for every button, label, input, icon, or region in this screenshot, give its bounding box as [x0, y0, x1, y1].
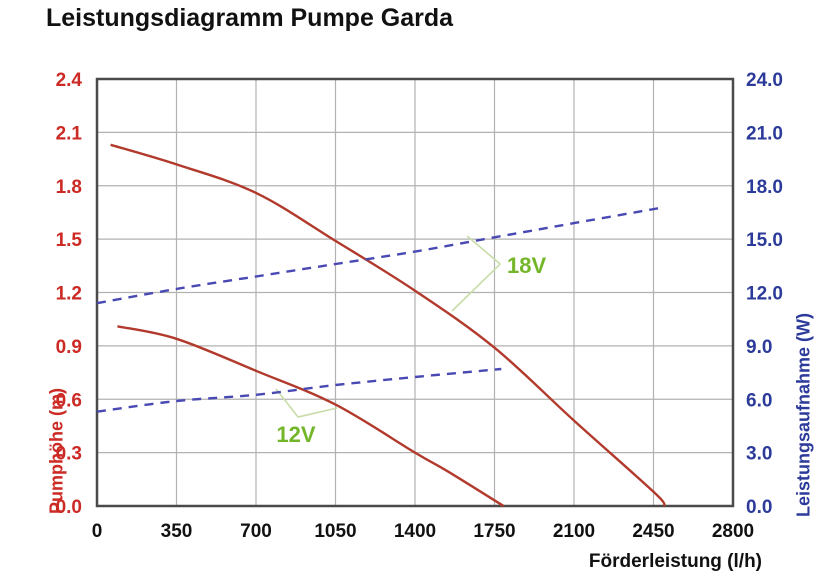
y-right-tick-label: 21.0	[746, 123, 783, 144]
x-tick-label: 1750	[473, 521, 515, 542]
y-right-tick-label: 3.0	[746, 444, 772, 465]
y-left-tick-label: 1.2	[56, 284, 82, 305]
x-axis-title: Förderleistung (l/h)	[588, 551, 762, 572]
annotation-label-12v: 12V	[276, 422, 315, 447]
x-tick-label: 0	[92, 521, 103, 542]
y-axis-title-left: Pumphöhe (m)	[46, 388, 67, 514]
y-right-tick-label: 18.0	[746, 177, 783, 198]
x-tick-label: 1400	[394, 521, 436, 542]
y-right-tick-label: 6.0	[746, 390, 772, 411]
annotation-leader-line	[451, 263, 501, 312]
series-pumph-he-12v	[117, 325, 505, 508]
x-tick-label: 2800	[712, 521, 754, 542]
x-tick-label: 700	[240, 521, 272, 542]
annotation-leader-line	[466, 235, 501, 265]
x-tick-label: 350	[161, 521, 193, 542]
y-left-tick-label: 1.5	[56, 230, 83, 251]
series-pumph-he-18v	[110, 143, 666, 507]
y-right-tick-label: 0.0	[746, 497, 772, 518]
annotation-leader-line	[275, 388, 299, 418]
x-tick-label: 1050	[314, 521, 356, 542]
series-leistungsaufnahme-12v	[96, 367, 502, 413]
y-left-tick-label: 0.9	[56, 337, 82, 358]
y-left-tick-label: 0.6	[56, 390, 82, 411]
y-left-tick-label: 2.4	[56, 70, 83, 91]
annotation-label-18v: 18V	[507, 253, 546, 278]
series-leistungsaufnahme-18v	[96, 205, 666, 305]
y-left-tick-label: 2.1	[56, 123, 83, 144]
y-axis-title-right: Leistungsaufnahme (W)	[793, 312, 814, 518]
plot-border	[95, 77, 735, 508]
y-right-tick-label: 24.0	[746, 70, 783, 91]
x-tick-label: 2100	[553, 521, 595, 542]
annotation-leader-line	[297, 407, 338, 418]
x-tick-label: 2450	[632, 521, 674, 542]
y-right-tick-label: 9.0	[746, 337, 772, 358]
chart-title: Leistungsdiagramm Pumpe Garda	[46, 4, 454, 32]
y-right-tick-label: 12.0	[746, 284, 783, 305]
y-left-tick-label: 0.0	[56, 497, 82, 518]
y-left-tick-label: 1.8	[56, 177, 82, 198]
y-left-tick-label: 0.3	[56, 444, 82, 465]
y-right-tick-label: 15.0	[746, 230, 783, 251]
